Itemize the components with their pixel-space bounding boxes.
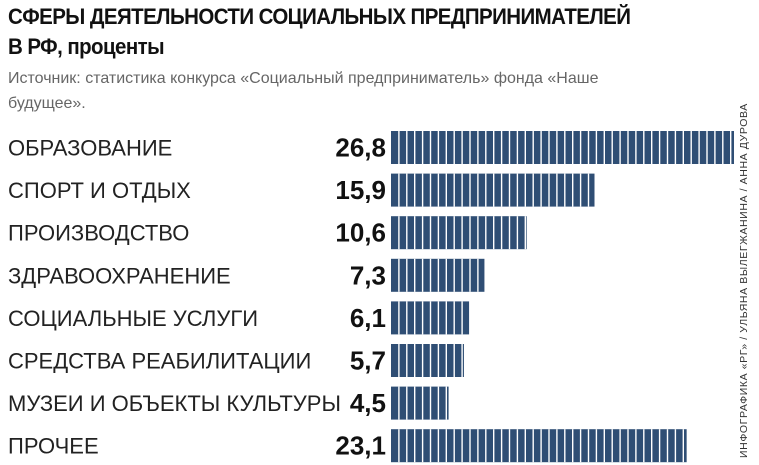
source-note: Источник: статистика конкурса «Социальны… — [8, 70, 599, 112]
bar — [391, 344, 464, 377]
value-label: 15,9 — [335, 175, 386, 205]
category-label: ЗДРАВООХРАНЕНИЕ — [8, 263, 231, 288]
category-label: СОЦИАЛЬНЫЕ УСЛУГИ — [8, 306, 258, 331]
value-label: 7,3 — [350, 260, 386, 290]
bar — [391, 301, 470, 335]
category-label: СРЕДСТВА РЕАБИЛИТАЦИИ — [8, 349, 311, 374]
bar-fill — [391, 344, 464, 377]
category-label: СПОРТ И ОТДЫХ — [8, 178, 191, 203]
chart-subtitle: В РФ, проценты — [8, 34, 165, 59]
bar — [391, 131, 734, 164]
bar-fill — [391, 216, 527, 250]
category-label: ПРОИЗВОДСТВО — [8, 221, 189, 246]
bar — [391, 216, 527, 250]
value-label: 10,6 — [335, 218, 386, 248]
category-label: ПРОЧЕЕ — [8, 434, 99, 459]
category-label: МУЗЕИ И ОБЪЕКТЫ КУЛЬТУРЫ — [8, 391, 341, 416]
chart-title: СФЕРЫ ДЕЯТЕЛЬНОСТИ СОЦИАЛЬНЫХ ПРЕДПРИНИМ… — [8, 4, 631, 29]
value-label: 5,7 — [350, 346, 386, 376]
category-label: ОБРАЗОВАНИЕ — [8, 136, 172, 161]
bar — [391, 386, 449, 420]
bar — [391, 258, 485, 292]
value-label: 6,1 — [350, 303, 386, 333]
bar — [391, 173, 595, 207]
bar-fill — [391, 173, 595, 207]
value-label: 23,1 — [335, 431, 386, 461]
value-label: 4,5 — [350, 388, 386, 418]
bar-fill — [391, 386, 449, 420]
bar-fill — [391, 131, 734, 164]
value-label: 26,8 — [335, 133, 386, 163]
bar — [391, 429, 687, 463]
bar-fill — [391, 429, 687, 463]
